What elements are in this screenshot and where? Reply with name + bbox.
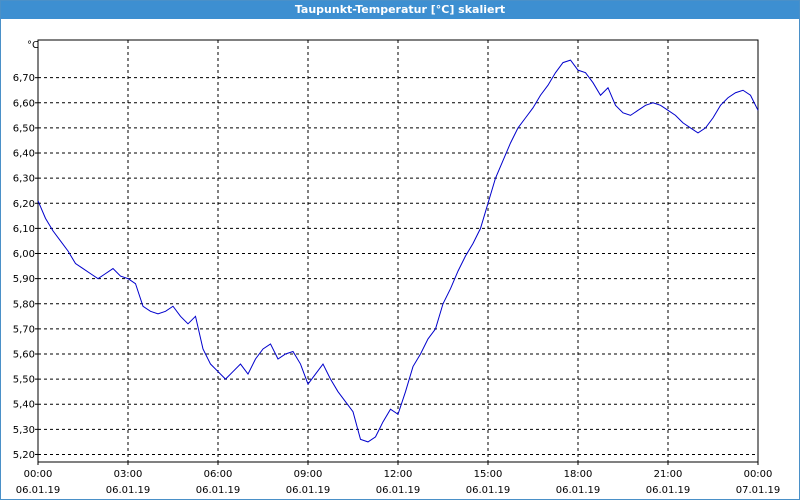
y-tick-label: 6,10 — [13, 224, 35, 235]
grid — [38, 40, 758, 462]
y-tick-label: 6,50 — [13, 123, 35, 134]
x-tick-date: 06.01.19 — [376, 485, 421, 496]
y-tick-label: 5,40 — [13, 400, 35, 411]
x-tick-date: 06.01.19 — [556, 485, 601, 496]
x-tick-date: 06.01.19 — [286, 485, 331, 496]
y-tick-label: 6,30 — [13, 174, 35, 185]
y-tick-label: 6,20 — [13, 199, 35, 210]
y-tick-label: 5,90 — [13, 274, 35, 285]
window-title: Taupunkt-Temperatur [°C] skaliert — [1, 1, 799, 19]
x-tick-time: 03:00 — [114, 469, 143, 480]
y-tick-label: 6,60 — [13, 98, 35, 109]
y-tick-label: 5,20 — [13, 450, 35, 461]
y-tick-label: 5,50 — [13, 375, 35, 386]
y-tick-label: 5,60 — [13, 349, 35, 360]
y-tick-label: 5,30 — [13, 425, 35, 436]
x-tick-date: 06.01.19 — [466, 485, 511, 496]
x-tick-date: 06.01.19 — [646, 485, 691, 496]
y-tick-label: 5,80 — [13, 299, 35, 310]
x-tick-time: 00:00 — [744, 469, 773, 480]
x-tick-time: 21:00 — [654, 469, 683, 480]
x-tick-time: 18:00 — [564, 469, 593, 480]
y-axis-ticks: 5,20 5,30 5,40 5,50 5,60 5,70 5,80 5,90 6,00 6,10… — [13, 73, 38, 461]
x-tick-date: 06.01.19 — [16, 485, 61, 496]
x-tick-date: 06.01.19 — [106, 485, 151, 496]
x-tick-time: 06:00 — [204, 469, 233, 480]
y-axis-unit: °C — [27, 40, 39, 51]
x-tick-time: 12:00 — [384, 469, 413, 480]
y-tick-label: 6,40 — [13, 149, 35, 160]
x-axis-ticks: 00:00 06.01.19 03:00 06.01.19 06:00 06.01.19 0… — [16, 462, 781, 496]
y-tick-label: 6,00 — [13, 249, 35, 260]
y-tick-label: 5,70 — [13, 324, 35, 335]
x-tick-date: 07.01.19 — [736, 485, 781, 496]
x-tick-time: 00:00 — [24, 469, 53, 480]
x-tick-time: 09:00 — [294, 469, 323, 480]
y-tick-label: 6,70 — [13, 73, 35, 84]
series-line-dewpoint — [37, 59, 759, 443]
x-tick-date: 06.01.19 — [196, 485, 241, 496]
x-tick-time: 15:00 — [474, 469, 503, 480]
